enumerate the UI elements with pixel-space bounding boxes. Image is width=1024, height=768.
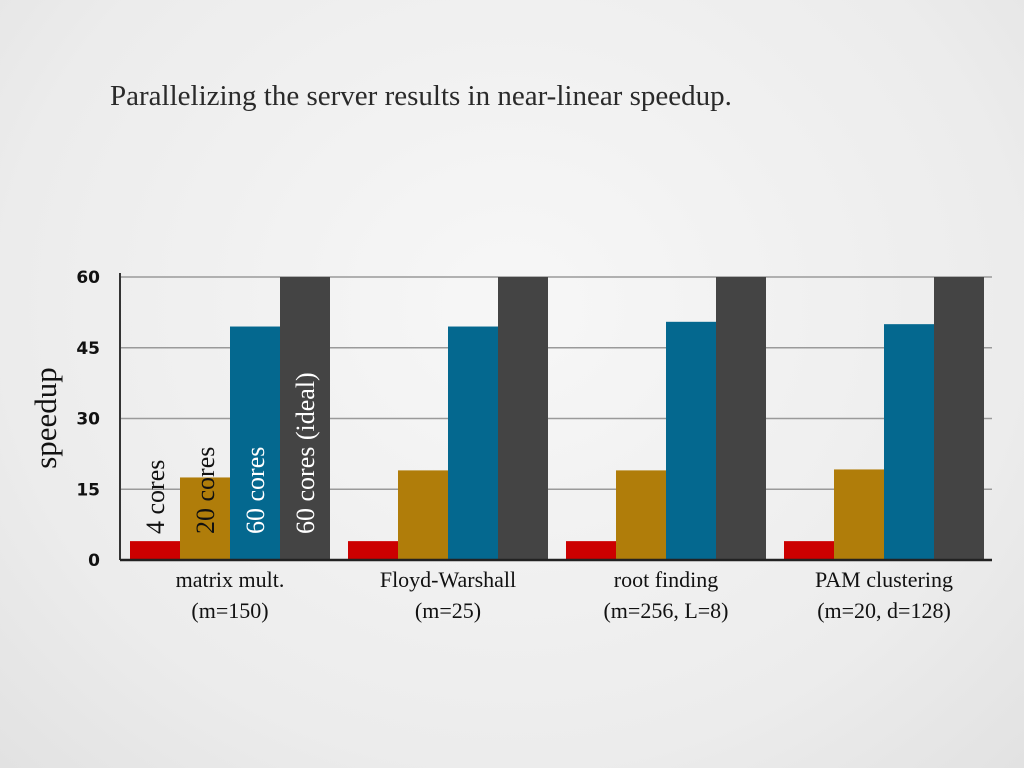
labels: 0 15 30 45 60 speedup matrix mult. (m=150) Floyd…: [28, 268, 953, 623]
bar-4-3: [884, 324, 934, 560]
category-label-1-line-1: matrix mult.: [176, 567, 285, 592]
y-axis-label: speedup: [28, 367, 63, 469]
category-label-4-line-1: PAM clustering: [815, 567, 953, 592]
legend-label-1: 4 cores: [141, 460, 170, 534]
y-tick-label-45: 45: [76, 339, 100, 359]
bar-3-4: [716, 277, 766, 560]
y-tick-label-0: 0: [88, 551, 100, 571]
bar-1-1: [130, 541, 180, 560]
category-label-4-line-2: (m=20, d=128): [817, 598, 951, 623]
bar-4-4: [934, 277, 984, 560]
bar-3-1: [566, 541, 616, 560]
legend-label-4: 60 cores (ideal): [291, 372, 320, 534]
bar-1-3: [230, 326, 280, 560]
bar-2-4: [498, 277, 548, 560]
bar-2-2: [398, 470, 448, 560]
bar-3-2: [616, 470, 666, 560]
bar-4-1: [784, 541, 834, 560]
bar-2-1: [348, 541, 398, 560]
bar-4-2: [834, 469, 884, 560]
bar-1-2: [180, 477, 230, 560]
bars: [130, 277, 984, 560]
category-label-2-line-2: (m=25): [415, 598, 481, 623]
legend-label-2: 20 cores: [191, 447, 220, 534]
bar-3-3: [666, 321, 716, 560]
axes: [119, 273, 992, 562]
slide-title: Parallelizing the server results in near…: [110, 80, 732, 112]
category-label-3-line-2: (m=256, L=8): [603, 598, 728, 623]
category-label-3-line-1: root finding: [614, 567, 719, 592]
category-label-2-line-1: Floyd-Warshall: [380, 567, 516, 592]
bar-2-3: [448, 326, 498, 560]
y-tick-label-15: 15: [76, 480, 100, 500]
category-label-1-line-2: (m=150): [191, 598, 268, 623]
bar-1-4: [280, 277, 330, 560]
y-tick-label-30: 30: [76, 410, 100, 430]
y-tick-label-60: 60: [76, 268, 100, 288]
legend-label-3: 60 cores: [241, 447, 270, 534]
